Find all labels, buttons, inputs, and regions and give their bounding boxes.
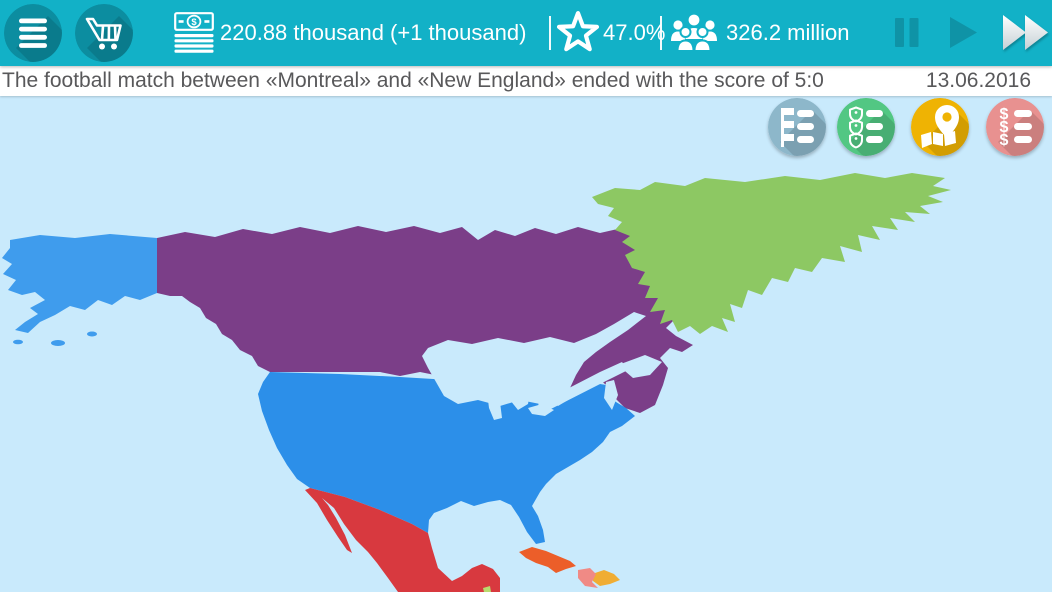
svg-text:$: $ xyxy=(1000,106,1009,123)
inland-water xyxy=(422,312,662,420)
svg-text:$: $ xyxy=(1000,119,1009,136)
country-greenland[interactable] xyxy=(592,173,951,334)
alaska-island[interactable] xyxy=(87,331,97,337)
regions-map-button[interactable] xyxy=(911,98,969,156)
population-icon xyxy=(671,14,717,52)
shield-list-icon xyxy=(837,98,895,156)
population-value: 326.2 million xyxy=(726,20,850,45)
hamburger-icon xyxy=(4,4,62,62)
pause-button[interactable] xyxy=(895,18,919,47)
missions-list-button[interactable] xyxy=(768,98,826,156)
cart-icon xyxy=(75,4,133,62)
flag-list-icon xyxy=(768,98,826,156)
separator xyxy=(549,16,551,50)
top-bar: $ 220.88 thousand (+1 thousand) 47.0% xyxy=(0,0,1052,66)
time-controls xyxy=(895,15,1048,50)
country-alaska[interactable] xyxy=(2,234,157,333)
alaska-island[interactable] xyxy=(13,339,23,345)
country-dominican-republic[interactable] xyxy=(592,570,620,586)
country-usa[interactable] xyxy=(258,372,635,544)
play-button[interactable] xyxy=(950,17,977,48)
fast-forward-button[interactable] xyxy=(1003,15,1048,50)
rating-value: 47.0% xyxy=(603,20,666,45)
news-ticker[interactable]: The football match between «Montreal» an… xyxy=(0,66,1052,96)
star-icon xyxy=(556,11,600,52)
dollar-list-icon: $$$ xyxy=(986,98,1044,156)
country-mexico[interactable] xyxy=(305,488,500,592)
game-date: 13.06.2016 xyxy=(925,69,1031,92)
world-map[interactable]: $ $ $ xyxy=(0,96,1052,592)
map-canvas xyxy=(2,173,951,592)
news-text: The football match between «Montreal» an… xyxy=(2,69,824,92)
separator xyxy=(660,16,662,50)
country-cuba[interactable] xyxy=(519,547,576,573)
menu-button[interactable] xyxy=(4,4,62,62)
shop-button[interactable] xyxy=(75,4,133,62)
army-list-button[interactable] xyxy=(837,98,895,156)
alaska-island[interactable] xyxy=(51,340,65,346)
svg-text:$: $ xyxy=(1000,132,1009,149)
money-icon: $ xyxy=(174,12,214,53)
finance-list-button[interactable]: $ $ $ xyxy=(986,98,1044,156)
money-value: 220.88 thousand (+1 thousand) xyxy=(220,20,527,45)
country-belize[interactable] xyxy=(483,586,491,592)
country-haiti[interactable] xyxy=(578,568,598,588)
svg-text:$: $ xyxy=(191,17,197,28)
map-pin-icon xyxy=(911,98,969,156)
